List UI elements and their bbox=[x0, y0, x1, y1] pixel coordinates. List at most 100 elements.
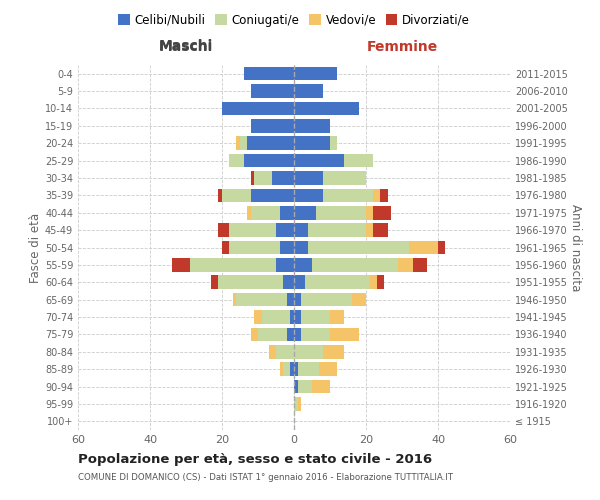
Bar bbox=[251, 188, 294, 202]
Bar bbox=[251, 206, 280, 220]
Bar bbox=[251, 171, 254, 185]
Bar bbox=[330, 136, 337, 150]
Bar bbox=[298, 362, 319, 376]
Bar bbox=[247, 206, 251, 220]
Bar bbox=[294, 328, 301, 341]
Bar bbox=[280, 206, 294, 220]
Y-axis label: Anni di nascita: Anni di nascita bbox=[569, 204, 581, 291]
Bar bbox=[233, 293, 236, 306]
Bar bbox=[244, 154, 294, 168]
Bar bbox=[287, 293, 294, 306]
Y-axis label: Fasce di età: Fasce di età bbox=[29, 212, 42, 282]
Bar bbox=[222, 240, 229, 254]
Bar bbox=[294, 67, 337, 80]
Bar bbox=[262, 310, 290, 324]
Bar bbox=[222, 102, 294, 115]
Bar bbox=[366, 206, 373, 220]
Bar bbox=[190, 258, 276, 272]
Bar bbox=[229, 154, 244, 168]
Bar bbox=[294, 224, 308, 237]
Bar bbox=[352, 293, 366, 306]
Bar bbox=[294, 136, 330, 150]
Text: Maschi: Maschi bbox=[159, 40, 213, 54]
Bar bbox=[290, 310, 294, 324]
Text: Popolazione per età, sesso e stato civile - 2016: Popolazione per età, sesso e stato civil… bbox=[78, 452, 432, 466]
Bar bbox=[370, 276, 377, 289]
Bar bbox=[298, 397, 301, 410]
Bar bbox=[413, 258, 427, 272]
Bar bbox=[272, 171, 294, 185]
Bar bbox=[330, 328, 359, 341]
Bar bbox=[254, 171, 272, 185]
Legend: Celibi/Nubili, Coniugati/e, Vedovi/e, Divorziati/e: Celibi/Nubili, Coniugati/e, Vedovi/e, Di… bbox=[113, 9, 475, 32]
Bar bbox=[229, 224, 276, 237]
Bar bbox=[294, 310, 301, 324]
Bar bbox=[276, 345, 294, 358]
Bar bbox=[251, 84, 294, 98]
Bar bbox=[323, 171, 366, 185]
Bar bbox=[366, 224, 373, 237]
Bar bbox=[373, 206, 391, 220]
Bar bbox=[294, 206, 316, 220]
Bar bbox=[240, 136, 247, 150]
Bar bbox=[312, 380, 330, 394]
Bar bbox=[236, 136, 240, 150]
Bar bbox=[280, 240, 294, 254]
Bar bbox=[211, 276, 218, 289]
Bar bbox=[294, 345, 323, 358]
Bar bbox=[247, 136, 294, 150]
Bar bbox=[301, 328, 330, 341]
Bar bbox=[251, 119, 294, 132]
Bar bbox=[283, 362, 290, 376]
Bar bbox=[301, 293, 352, 306]
Bar bbox=[294, 362, 298, 376]
Bar bbox=[373, 188, 380, 202]
Bar bbox=[294, 276, 305, 289]
Bar bbox=[254, 310, 262, 324]
Bar bbox=[294, 258, 312, 272]
Bar bbox=[344, 154, 373, 168]
Bar bbox=[323, 345, 344, 358]
Bar bbox=[301, 310, 330, 324]
Bar bbox=[294, 240, 308, 254]
Bar bbox=[283, 276, 294, 289]
Bar bbox=[294, 171, 323, 185]
Bar bbox=[294, 293, 301, 306]
Bar bbox=[251, 328, 258, 341]
Bar bbox=[312, 258, 398, 272]
Bar bbox=[294, 188, 323, 202]
Bar bbox=[280, 362, 283, 376]
Text: Maschi: Maschi bbox=[159, 38, 213, 52]
Bar bbox=[236, 293, 287, 306]
Bar bbox=[305, 276, 370, 289]
Bar bbox=[308, 240, 409, 254]
Bar bbox=[294, 84, 323, 98]
Bar bbox=[398, 258, 413, 272]
Bar bbox=[294, 102, 359, 115]
Bar bbox=[229, 240, 280, 254]
Text: COMUNE DI DOMANICO (CS) - Dati ISTAT 1° gennaio 2016 - Elaborazione TUTTITALIA.I: COMUNE DI DOMANICO (CS) - Dati ISTAT 1° … bbox=[78, 472, 453, 482]
Bar bbox=[316, 206, 366, 220]
Bar bbox=[258, 328, 287, 341]
Bar bbox=[287, 328, 294, 341]
Text: Femmine: Femmine bbox=[367, 40, 437, 54]
Bar bbox=[409, 240, 438, 254]
Bar bbox=[323, 188, 373, 202]
Bar bbox=[218, 224, 229, 237]
Bar bbox=[373, 224, 388, 237]
Bar bbox=[330, 310, 344, 324]
Bar bbox=[218, 188, 222, 202]
Bar bbox=[222, 188, 251, 202]
Bar bbox=[298, 380, 312, 394]
Bar bbox=[244, 67, 294, 80]
Bar bbox=[269, 345, 276, 358]
Bar bbox=[294, 119, 330, 132]
Bar bbox=[438, 240, 445, 254]
Bar bbox=[294, 397, 298, 410]
Bar bbox=[172, 258, 190, 272]
Bar bbox=[319, 362, 337, 376]
Bar bbox=[276, 258, 294, 272]
Bar bbox=[377, 276, 384, 289]
Bar bbox=[308, 224, 366, 237]
Bar bbox=[380, 188, 388, 202]
